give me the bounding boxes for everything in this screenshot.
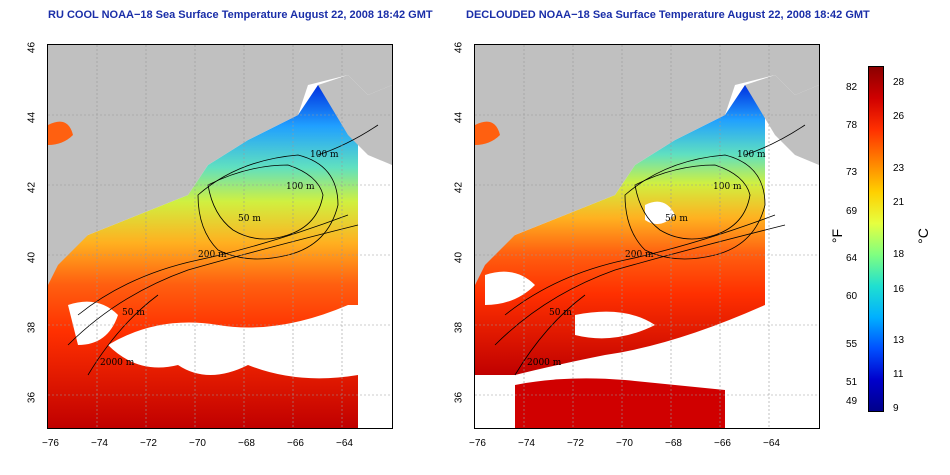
x-tick-label: −64 [763, 438, 780, 449]
y-tick-label: 46 [26, 41, 38, 54]
celsius-unit-label: °C [914, 228, 931, 244]
cloud-mask [108, 305, 358, 379]
c-tick-label: 28 [893, 77, 905, 88]
y-tick-label: 44 [26, 111, 38, 124]
cloud-mask [68, 301, 118, 345]
y-tick-label: 42 [26, 181, 38, 194]
colorbar-gradient [869, 67, 883, 411]
c-tick-label: 18 [893, 249, 905, 260]
y-tick-label: 38 [26, 321, 38, 334]
x-tick-label: −66 [714, 438, 731, 449]
c-tick-label: 21 [893, 197, 905, 208]
temperature-colorbar [868, 66, 884, 412]
c-tick-label: 13 [893, 335, 905, 346]
x-tick-label: −74 [518, 438, 535, 449]
x-tick-label: −70 [189, 438, 206, 449]
y-tick-label: 40 [26, 251, 38, 264]
f-tick-label: 55 [846, 339, 858, 350]
right-map-title: DECLOUDED NOAA−18 Sea Surface Temperatur… [466, 9, 870, 21]
land-mass [745, 75, 819, 165]
depth-contours [494, 124, 806, 376]
contour-label: 100 m [310, 150, 339, 160]
contour-label: 100 m [286, 182, 315, 192]
x-tick-label: −66 [287, 438, 304, 449]
c-tick-label: 26 [893, 111, 905, 122]
f-tick-label: 73 [846, 167, 858, 178]
contour-label: 50 m [122, 308, 145, 318]
contour-label: 50 m [549, 308, 572, 318]
left-map-canvas: 100 m 100 m 50 m 200 m 50 m 2000 m [48, 45, 392, 428]
f-tick-label: 51 [846, 377, 858, 388]
x-tick-label: −68 [665, 438, 682, 449]
cloud-mask [645, 201, 675, 224]
f-tick-label: 64 [846, 253, 858, 264]
sst-field [515, 378, 725, 428]
x-tick-label: −76 [469, 438, 486, 449]
land-mass [318, 75, 392, 165]
c-tick-label: 9 [893, 403, 899, 414]
contour-label: 2000 m [100, 358, 135, 368]
y-tick-label: 40 [453, 251, 465, 264]
x-tick-label: −64 [336, 438, 353, 449]
grid-lines [475, 45, 819, 428]
x-tick-label: −68 [238, 438, 255, 449]
c-tick-label: 11 [893, 369, 904, 380]
contour-label: 2000 m [527, 358, 562, 368]
fahrenheit-unit-label: °F [829, 228, 846, 244]
c-tick-label: 16 [893, 284, 905, 295]
x-tick-label: −70 [616, 438, 633, 449]
left-map-title: RU COOL NOAA−18 Sea Surface Temperature … [48, 9, 433, 21]
contour-label: 100 m [713, 182, 742, 192]
contour-label: 50 m [665, 214, 688, 224]
land-mass [48, 45, 392, 285]
f-tick-label: 82 [846, 82, 858, 93]
land-mass [475, 45, 819, 285]
right-sst-map: 100 m 100 m 50 m 200 m 50 m 2000 m [474, 44, 820, 429]
x-tick-label: −72 [567, 438, 584, 449]
depth-contours [67, 124, 379, 376]
y-tick-label: 42 [453, 181, 465, 194]
f-tick-label: 78 [846, 120, 858, 131]
contour-label: 100 m [737, 150, 766, 160]
y-tick-label: 46 [453, 41, 465, 54]
left-sst-map: 100 m 100 m 50 m 200 m 50 m 2000 m [47, 44, 393, 429]
c-tick-label: 23 [893, 163, 905, 174]
grid-lines [48, 45, 392, 428]
y-tick-label: 38 [453, 321, 465, 334]
f-tick-label: 60 [846, 291, 858, 302]
f-tick-label: 49 [846, 396, 858, 407]
x-tick-label: −72 [140, 438, 157, 449]
right-map-canvas: 100 m 100 m 50 m 200 m 50 m 2000 m [475, 45, 819, 428]
x-tick-label: −76 [42, 438, 59, 449]
x-tick-label: −74 [91, 438, 108, 449]
contour-label: 50 m [238, 214, 261, 224]
f-tick-label: 69 [846, 206, 858, 217]
y-tick-label: 36 [453, 391, 465, 404]
y-tick-label: 36 [26, 391, 38, 404]
cloud-mask [485, 271, 535, 305]
y-tick-label: 44 [453, 111, 465, 124]
